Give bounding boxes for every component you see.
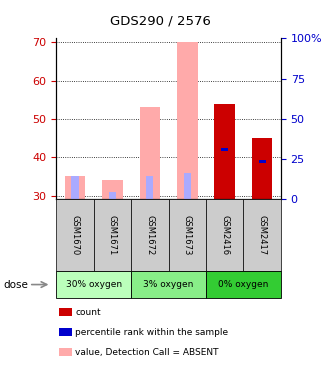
Bar	[71, 176, 79, 199]
Text: 0% oxygen: 0% oxygen	[218, 280, 269, 289]
Text: count: count	[75, 307, 101, 317]
Text: GSM2417: GSM2417	[258, 215, 267, 255]
Bar	[221, 148, 228, 151]
Text: GSM1672: GSM1672	[145, 215, 154, 255]
Bar	[146, 176, 153, 199]
Text: value, Detection Call = ABSENT: value, Detection Call = ABSENT	[75, 348, 219, 357]
Bar	[109, 192, 116, 199]
Text: GSM1671: GSM1671	[108, 215, 117, 255]
Bar	[252, 138, 273, 199]
Text: dose: dose	[3, 280, 28, 290]
Text: GSM1670: GSM1670	[70, 215, 79, 255]
Bar	[184, 173, 191, 199]
Bar	[214, 104, 235, 199]
Bar	[102, 180, 123, 199]
Text: GSM2416: GSM2416	[220, 215, 229, 255]
Text: GSM1673: GSM1673	[183, 215, 192, 255]
Text: percentile rank within the sample: percentile rank within the sample	[75, 328, 229, 337]
Text: 3% oxygen: 3% oxygen	[143, 280, 194, 289]
Bar	[177, 42, 197, 199]
Text: 30% oxygen: 30% oxygen	[65, 280, 122, 289]
Bar	[258, 160, 266, 163]
Bar	[140, 108, 160, 199]
Text: GDS290 / 2576: GDS290 / 2576	[110, 15, 211, 28]
Bar	[65, 176, 85, 199]
